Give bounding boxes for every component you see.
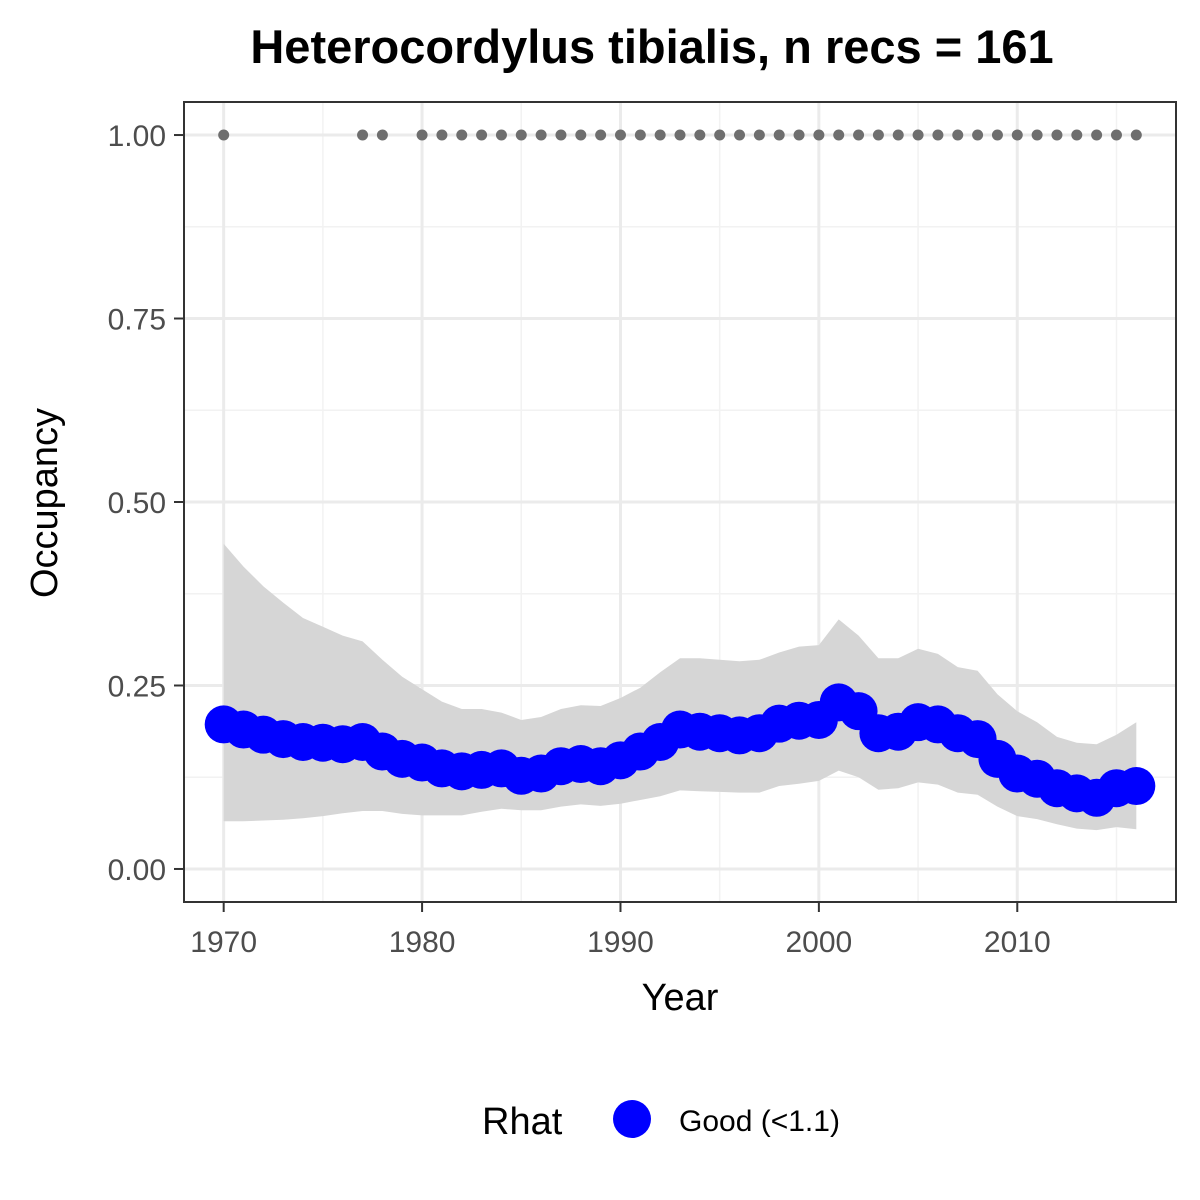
- record-point: [575, 129, 587, 141]
- occupancy-points: [204, 683, 1156, 817]
- y-axis-title: Occupancy: [24, 408, 66, 598]
- record-point: [456, 129, 468, 141]
- legend-key-good: [613, 1100, 651, 1138]
- y-tick-label: 0.75: [108, 304, 166, 337]
- record-point: [1130, 129, 1142, 141]
- x-tick-label: 2000: [786, 926, 853, 959]
- record-point: [634, 129, 646, 141]
- record-point: [515, 129, 527, 141]
- record-point: [892, 129, 904, 141]
- x-tick-label: 1990: [587, 926, 654, 959]
- chart-title: Heterocordylus tibialis, n recs = 161: [250, 20, 1053, 73]
- record-point: [1091, 129, 1103, 141]
- record-point: [654, 129, 666, 141]
- record-point: [535, 129, 547, 141]
- record-point: [614, 129, 626, 141]
- x-axis: 1970 1980 1990 2000 2010: [190, 902, 1051, 959]
- record-points: [218, 129, 1142, 141]
- record-point: [773, 129, 785, 141]
- record-point: [714, 129, 726, 141]
- record-point: [753, 129, 765, 141]
- occupancy-point: [1117, 767, 1156, 806]
- record-point: [912, 129, 924, 141]
- record-point: [416, 129, 428, 141]
- x-tick-label: 2010: [984, 926, 1051, 959]
- record-point: [595, 129, 607, 141]
- record-point: [872, 129, 884, 141]
- record-point: [495, 129, 507, 141]
- record-point: [555, 129, 567, 141]
- record-point: [952, 129, 964, 141]
- record-point: [1110, 129, 1122, 141]
- legend: Rhat Good (<1.1): [482, 1100, 840, 1143]
- y-tick-label: 1.00: [108, 120, 166, 153]
- x-tick-label: 1970: [190, 926, 257, 959]
- y-tick-label: 0.50: [108, 487, 166, 520]
- record-point: [813, 129, 825, 141]
- record-point: [436, 129, 448, 141]
- legend-title: Rhat: [482, 1101, 563, 1143]
- record-point: [734, 129, 746, 141]
- record-point: [793, 129, 805, 141]
- record-point: [218, 129, 230, 141]
- record-point: [357, 129, 369, 141]
- record-point: [972, 129, 984, 141]
- legend-label-good: Good (<1.1): [679, 1105, 840, 1138]
- record-point: [476, 129, 488, 141]
- y-tick-label: 0.25: [108, 670, 166, 703]
- record-point: [991, 129, 1003, 141]
- record-point: [376, 129, 388, 141]
- record-point: [1071, 129, 1083, 141]
- y-axis: 0.00 0.25 0.50 0.75 1.00: [108, 120, 184, 887]
- record-point: [853, 129, 865, 141]
- record-point: [694, 129, 706, 141]
- record-point: [1031, 129, 1043, 141]
- y-tick-label: 0.00: [108, 854, 166, 887]
- record-point: [674, 129, 686, 141]
- record-point: [833, 129, 845, 141]
- record-point: [1011, 129, 1023, 141]
- x-tick-label: 1980: [389, 926, 456, 959]
- record-point: [1051, 129, 1063, 141]
- record-point: [932, 129, 944, 141]
- x-axis-title: Year: [642, 977, 719, 1019]
